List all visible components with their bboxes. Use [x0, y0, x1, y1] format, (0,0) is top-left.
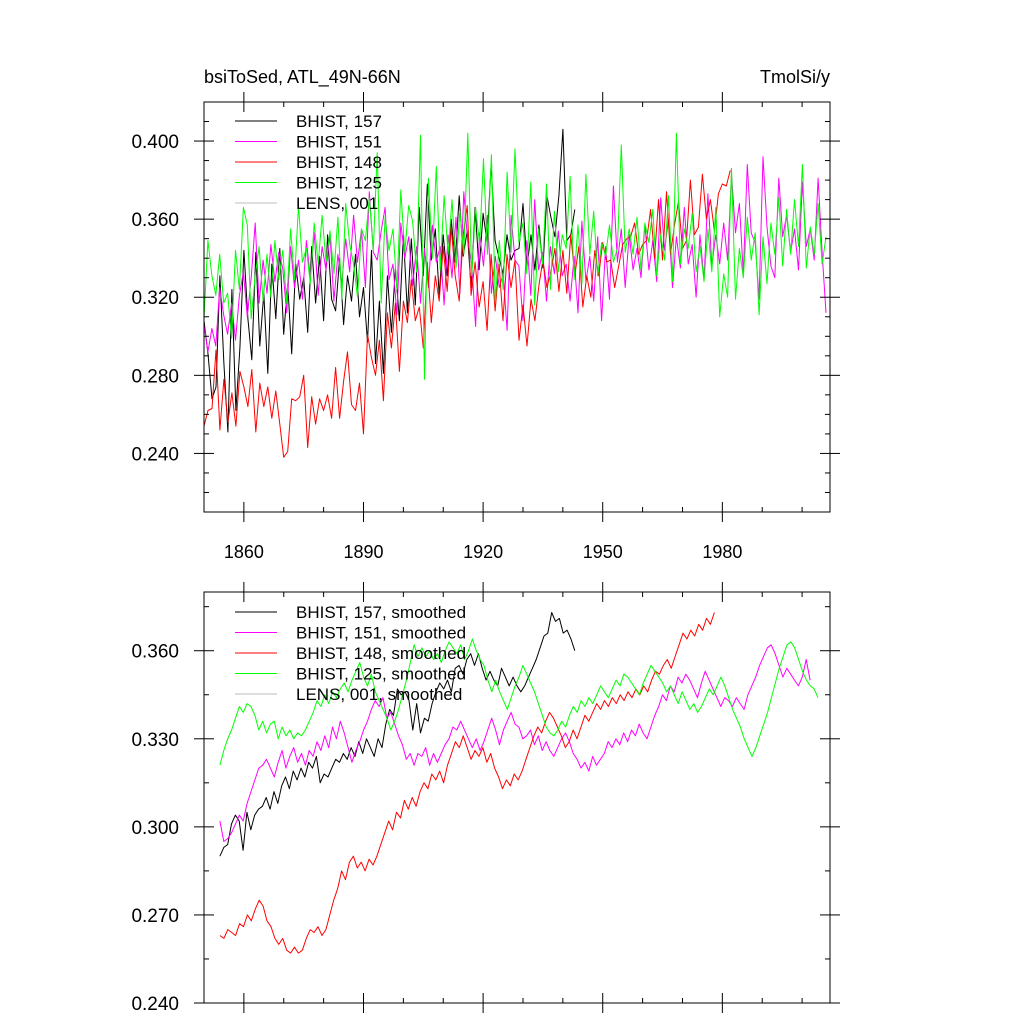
bottom-legend-label-1: BHIST, 151, smoothed [296, 624, 466, 643]
bottom-series-line-3 [219, 638, 819, 766]
top-series-group [203, 128, 827, 458]
top-x-tick-label: 1860 [224, 542, 264, 562]
top-legend-label-4: LENS, 001 [296, 194, 378, 213]
top-x-tick-label: 1950 [583, 542, 623, 562]
top-y-tick-label: 0.280 [131, 366, 179, 387]
top-x-tick-label: 1890 [343, 542, 383, 562]
top-legend-label-0: BHIST, 157 [296, 112, 382, 131]
top-series-line-3 [203, 132, 827, 380]
top-series-line-2 [203, 170, 731, 458]
bottom-y-tick-label: 0.360 [131, 642, 179, 663]
bottom-series-line-1 [219, 644, 811, 842]
top-legend-label-3: BHIST, 125 [296, 174, 382, 193]
top-series-line-0 [203, 128, 576, 433]
top-axes: 1860 1890 1920 1950 1980 0.240 0.280 0.320 0.360… [131, 92, 840, 562]
bottom-series-line-0 [219, 612, 576, 857]
bottom-legend-label-3: BHIST, 125, smoothed [296, 665, 466, 684]
top-y-tick-label: 0.400 [131, 132, 179, 153]
bottom-y-tick-label: 0.300 [131, 818, 179, 839]
top-x-tick-label: 1980 [702, 542, 742, 562]
bottom-legend: BHIST, 157, smoothed BHIST, 151, smoothed… [235, 603, 466, 704]
top-legend-label-1: BHIST, 151 [296, 133, 382, 152]
top-panel-title: bsiToSed, ATL_49N-66N [204, 67, 401, 88]
bottom-axes: 0.240 0.270 0.300 0.330 0.360 [131, 582, 840, 1015]
top-x-tick-label: 1920 [463, 542, 503, 562]
top-y-tick-label: 0.240 [131, 444, 179, 465]
bottom-plot-frame [203, 591, 831, 1004]
top-panel-units: TmolSi/y [760, 67, 830, 87]
bottom-series-line-2 [219, 612, 715, 954]
top-y-tick-label: 0.320 [131, 288, 179, 309]
bottom-series-group [219, 612, 819, 954]
bottom-y-tick-label: 0.270 [131, 906, 179, 927]
bottom-legend-label-2: BHIST, 148, smoothed [296, 644, 466, 663]
bottom-legend-label-4: LENS, 001, smoothed [296, 685, 462, 704]
bottom-y-tick-label: 0.240 [131, 994, 179, 1015]
bottom-legend-label-0: BHIST, 157, smoothed [296, 603, 466, 622]
top-legend-label-2: BHIST, 148 [296, 153, 382, 172]
bottom-y-tick-label: 0.330 [131, 730, 179, 751]
top-panel: bsiToSed, ATL_49N-66N TmolSi/y 1860 1890 1… [131, 67, 840, 562]
top-plot-frame [203, 101, 831, 513]
top-y-tick-label: 0.360 [131, 210, 179, 231]
bottom-panel: 0.240 0.270 0.300 0.330 0.360 BHIST, 157, sm… [131, 582, 840, 1015]
